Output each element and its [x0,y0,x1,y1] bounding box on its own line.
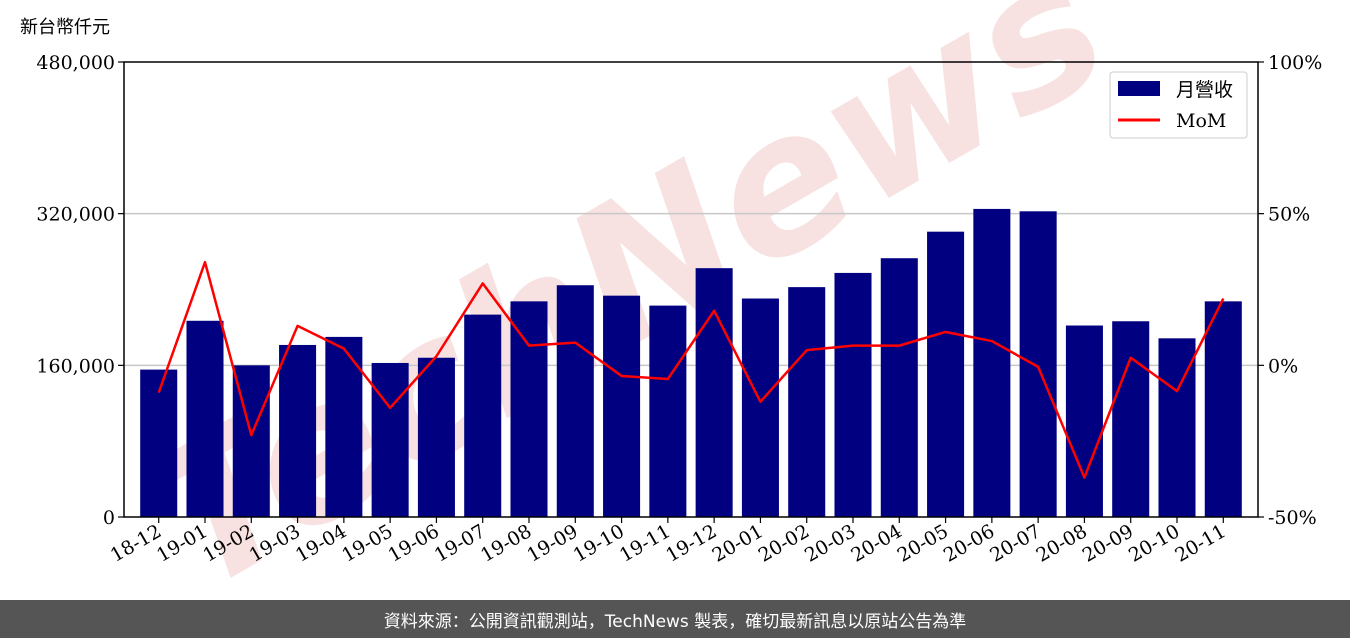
mom-line [157,260,1225,479]
bar-20-07 [1019,211,1057,517]
x-tick-label: 18-12 [107,520,165,566]
x-tick-label: 20-02 [755,520,813,566]
y-right-tick-labels: -50% 0% 50% 100% [1268,52,1322,529]
x-tick-label: 20-09 [1079,520,1137,566]
x-tick-label: 19-07 [431,520,489,566]
x-tick-label: 20-05 [894,520,952,566]
x-tick-label: 19-08 [477,520,535,566]
x-tick-label: 19-09 [523,520,581,566]
y-right-tick-label: 0% [1268,355,1298,377]
bar-20-04 [880,258,918,517]
x-tick-label: 19-12 [662,520,720,566]
bar-19-06 [417,357,455,517]
y-left-tick-label: 160,000 [36,355,115,377]
y-left-tick-label: 320,000 [36,204,115,226]
bar-20-11 [1204,301,1242,517]
x-tick-label: 20-01 [708,520,766,566]
y-unit-label: 新台幣仟元 [20,17,110,38]
mom-polyline [157,260,1225,479]
bar-20-03 [834,272,872,517]
x-tick-label: 20-11 [1171,520,1229,566]
x-tick-label: 20-07 [986,520,1044,566]
bar-20-02 [788,287,826,517]
bar-20-06 [973,208,1011,518]
x-tick-label: 20-08 [1032,520,1090,566]
bar-20-08 [1065,325,1103,517]
bar-19-10 [603,295,641,517]
legend: 月營收 MoM [1109,71,1248,139]
legend-swatch-bar [1118,81,1160,96]
x-tick-label: 20-04 [847,520,905,566]
bar-20-05 [927,231,965,518]
y-left-tick-label: 480,000 [36,52,115,74]
bar-20-01 [741,298,779,517]
legend-label-line: MoM [1176,110,1226,132]
bar-19-03 [279,344,317,517]
x-tick-label: 20-03 [801,520,859,566]
x-tick-label: 19-10 [570,520,628,566]
y-right-tick-label: 50% [1268,204,1310,226]
bar-19-11 [649,305,687,517]
y-left-tick-labels: 0 160,000 320,000 480,000 [36,52,115,529]
bar-19-01 [186,320,224,517]
bar-19-05 [371,362,409,517]
bar-19-04 [325,336,363,517]
bar-19-08 [510,301,548,517]
bar-19-12 [695,268,733,517]
y-left-tick-label: 0 [103,507,115,529]
y-right-tick-label: -50% [1268,507,1317,529]
x-tick-label: 19-11 [616,520,674,566]
x-tick-label: 20-10 [1125,520,1183,566]
bar-20-09 [1112,321,1150,517]
bar-19-07 [464,314,502,517]
bar-19-09 [556,285,594,517]
plot-frame [123,61,1259,518]
footer-source: 資料來源：公開資訊觀測站，TechNews 製表，確切最新訊息以原站公告為準 [0,600,1350,638]
legend-label-bar: 月營收 [1176,79,1233,101]
axes [118,61,1264,523]
y-right-tick-label: 100% [1268,52,1322,74]
x-tick-label: 20-06 [940,520,998,566]
bar-18-12 [140,369,178,517]
chart: TechNews 18-1219-0119-0219-0319-0419-051… [20,0,1322,600]
